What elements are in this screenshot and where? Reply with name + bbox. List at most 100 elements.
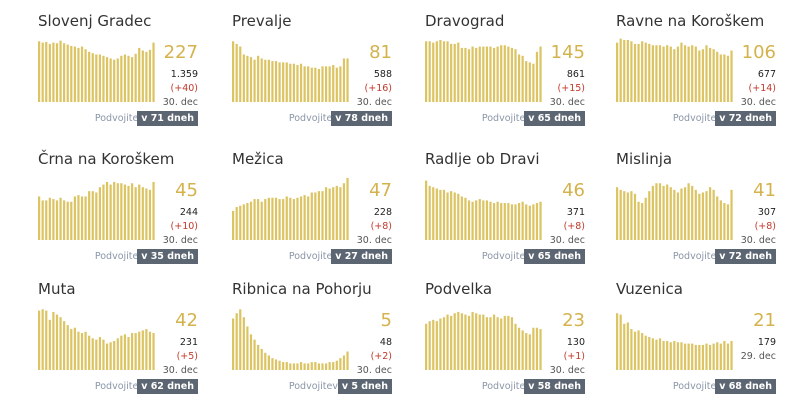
bar (510, 47, 514, 102)
chart-card: Ribnica na Pohorju 5 48 (+2) 30. dec Podvojit… (222, 276, 394, 398)
bar (289, 197, 292, 240)
bar (274, 359, 278, 370)
bar (482, 46, 485, 102)
bar (41, 200, 44, 240)
bar (521, 55, 524, 102)
bar (38, 310, 41, 370)
total-count: 861 (566, 69, 585, 80)
bar (507, 203, 510, 240)
chart-title: Mežica (232, 150, 284, 168)
bar (623, 39, 626, 102)
bar (267, 59, 270, 102)
bar (73, 327, 76, 370)
bar (299, 196, 303, 240)
bar (517, 203, 521, 240)
bar (285, 62, 288, 102)
bar (701, 49, 705, 102)
bar (633, 193, 637, 240)
bar (633, 331, 637, 370)
bar (471, 201, 474, 240)
chart-title: Črna na Koroškem (38, 150, 175, 168)
total-count: 1.359 (170, 69, 198, 80)
bar (314, 362, 317, 370)
bar (719, 54, 722, 102)
date-label: 30. dec (162, 97, 198, 108)
total-count: 130 (566, 337, 585, 348)
bar (428, 321, 431, 370)
bar (478, 199, 481, 240)
bar (59, 197, 62, 240)
delta-count: (+14) (748, 83, 776, 94)
bar (328, 362, 331, 370)
bar (708, 344, 712, 370)
bar (676, 192, 680, 240)
bar (475, 47, 478, 102)
chart-card: Mislinja 41 307 (+8) 30. dec Podvojitev v 72 d… (606, 146, 778, 268)
doubling-badge: v 68 dneh (715, 379, 776, 394)
bar (705, 343, 708, 370)
bar (296, 363, 299, 370)
bar (314, 67, 317, 102)
bar (120, 55, 123, 102)
bar (278, 62, 281, 102)
bar (633, 43, 637, 102)
bar (662, 340, 665, 370)
bar (616, 187, 619, 240)
chart-title: Prevalje (232, 12, 292, 30)
bar (446, 192, 449, 240)
bar (141, 50, 144, 102)
bar (683, 343, 687, 370)
doubling-badge: v 72 dneh (715, 111, 776, 126)
current-count: 5 (380, 310, 392, 331)
bar (691, 185, 694, 240)
bar (257, 55, 260, 102)
bar (442, 317, 446, 370)
bar (439, 189, 442, 240)
bar (641, 41, 644, 102)
bar (116, 183, 119, 240)
bar (492, 47, 496, 102)
bar (467, 315, 471, 370)
current-count: 81 (369, 42, 392, 63)
bar (289, 63, 292, 102)
bar (271, 197, 274, 240)
bar (425, 323, 428, 370)
bar (705, 191, 708, 240)
chart-card: Mežica 47 228 (+8) 30. dec Podvojitev v 27 dne… (222, 146, 394, 268)
bar (648, 191, 651, 240)
bar (105, 181, 109, 240)
bar (141, 330, 144, 370)
bar (425, 41, 428, 102)
doubling-badge: v 5 dneh (337, 379, 392, 394)
bar (63, 321, 66, 370)
bar (442, 189, 446, 240)
date-label: 30. dec (162, 365, 198, 376)
bar (52, 199, 55, 240)
doubling-label: Podvojitev (672, 113, 722, 124)
bar (105, 343, 109, 370)
bar (712, 343, 715, 370)
bar (637, 330, 640, 370)
bar (626, 39, 629, 102)
bar (673, 49, 676, 102)
bar (691, 45, 694, 102)
bar (95, 192, 98, 240)
sparkline (616, 38, 733, 102)
sparkline (425, 39, 542, 102)
bar (339, 66, 342, 102)
bar (535, 203, 539, 240)
bar (116, 338, 119, 370)
bar (485, 317, 489, 370)
bar (138, 184, 141, 240)
bar (260, 58, 263, 102)
bar (123, 184, 127, 240)
bar (450, 191, 453, 240)
bar (324, 66, 328, 102)
delta-count: (+15) (557, 83, 585, 94)
total-count: 588 (373, 69, 392, 80)
bar (80, 333, 84, 370)
bar (88, 51, 91, 102)
bar (138, 331, 141, 370)
sparkline (616, 313, 733, 370)
